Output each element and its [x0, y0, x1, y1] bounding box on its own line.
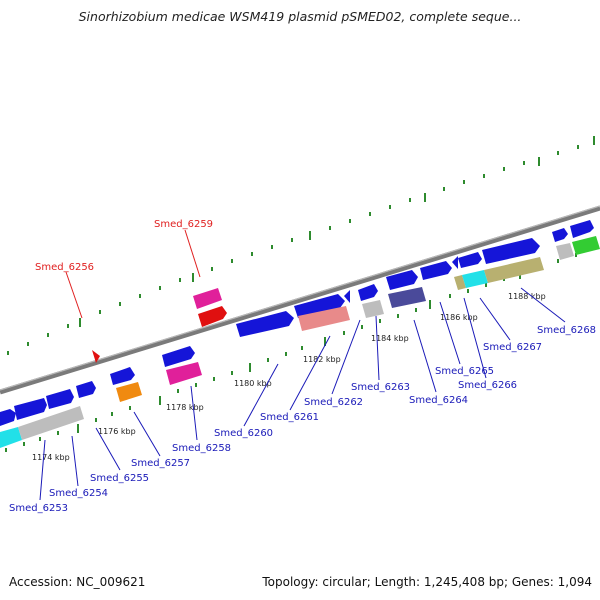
gene-label: Smed_6268 [537, 325, 596, 336]
gene-box [388, 287, 426, 308]
kbp-label: 1176 kbp [98, 427, 136, 436]
gene-arrow [570, 220, 594, 238]
gene-box [116, 382, 142, 402]
gene-label: Smed_6260 [214, 428, 273, 439]
gene-label: Smed_6259 [154, 219, 213, 230]
gene-label: Smed_6256 [35, 262, 94, 273]
accession-text: Accession: NC_009621 [9, 575, 146, 589]
kbp-label: 1178 kbp [166, 403, 204, 412]
gene-box [166, 362, 202, 385]
gene-box [193, 288, 222, 309]
gene-arrow [110, 367, 135, 385]
forward-lane-2 [0, 236, 600, 448]
gene-box [362, 300, 384, 318]
gene-label: Smed_6264 [409, 395, 468, 406]
inner-tick-ring [5, 253, 577, 452]
gene-arrow [386, 270, 418, 290]
kbp-label: 1186 kbp [440, 313, 478, 322]
gene-box [454, 275, 466, 290]
gene-arrow [0, 409, 16, 426]
genome-summary: Topology: circular; Length: 1,245,408 bp… [262, 575, 592, 589]
gene-box [556, 243, 574, 260]
gene-label: Smed_6262 [304, 397, 363, 408]
gene-box [18, 406, 84, 440]
gene-label: Smed_6263 [351, 382, 410, 393]
gene-arrow [344, 290, 350, 303]
kbp-label: 1180 kbp [234, 379, 272, 388]
gene-box [462, 270, 488, 288]
gene-arrow [482, 238, 540, 264]
gene-label: Smed_6258 [172, 443, 231, 454]
gene-arrow [358, 284, 378, 301]
gene-arrow [162, 346, 195, 367]
map-title: Sinorhizobium medicae WSM419 plasmid pSM… [78, 9, 522, 24]
gene-box [572, 236, 600, 255]
gene-arrow [294, 294, 345, 318]
gene-box [484, 257, 544, 283]
gene-label: Smed_6254 [49, 488, 108, 499]
highlighted-genes [92, 288, 227, 363]
gene-arrow [420, 261, 452, 280]
gene-label: Smed_6266 [458, 380, 517, 391]
gene-arrow [458, 252, 482, 268]
kbp-label: 1182 kbp [303, 355, 341, 364]
kbp-label: 1174 kbp [32, 453, 70, 462]
kbp-label: 1184 kbp [371, 334, 409, 343]
genome-backbone [0, 205, 600, 395]
outer-tick-ring [7, 136, 595, 355]
gene-label: Smed_6257 [131, 458, 190, 469]
label-leaders [39, 229, 566, 501]
kbp-labels: 1174 kbp 1176 kbp 1178 kbp 1180 kbp 1182… [32, 292, 546, 462]
gene-arrow [198, 306, 227, 327]
gene-label: Smed_6255 [90, 473, 149, 484]
gene-arrow [552, 228, 568, 242]
gene-label: Smed_6261 [260, 412, 319, 423]
gene-label: Smed_6253 [9, 503, 68, 514]
gene-arrow [14, 398, 47, 420]
gene-arrow [76, 381, 96, 398]
kbp-label: 1188 kbp [508, 292, 546, 301]
gene-box [298, 306, 350, 331]
gene-arrow [452, 256, 458, 269]
gene-labels: Smed_6253 Smed_6254 Smed_6255 Smed_6256 … [9, 219, 596, 514]
gene-label: Smed_6267 [483, 342, 542, 353]
gene-arrow [236, 311, 294, 337]
gene-label: Smed_6265 [435, 366, 494, 377]
gene-box [0, 427, 22, 448]
forward-lane-1 [0, 220, 594, 426]
gene-arrow [46, 389, 74, 409]
gene-arrow [92, 350, 100, 363]
